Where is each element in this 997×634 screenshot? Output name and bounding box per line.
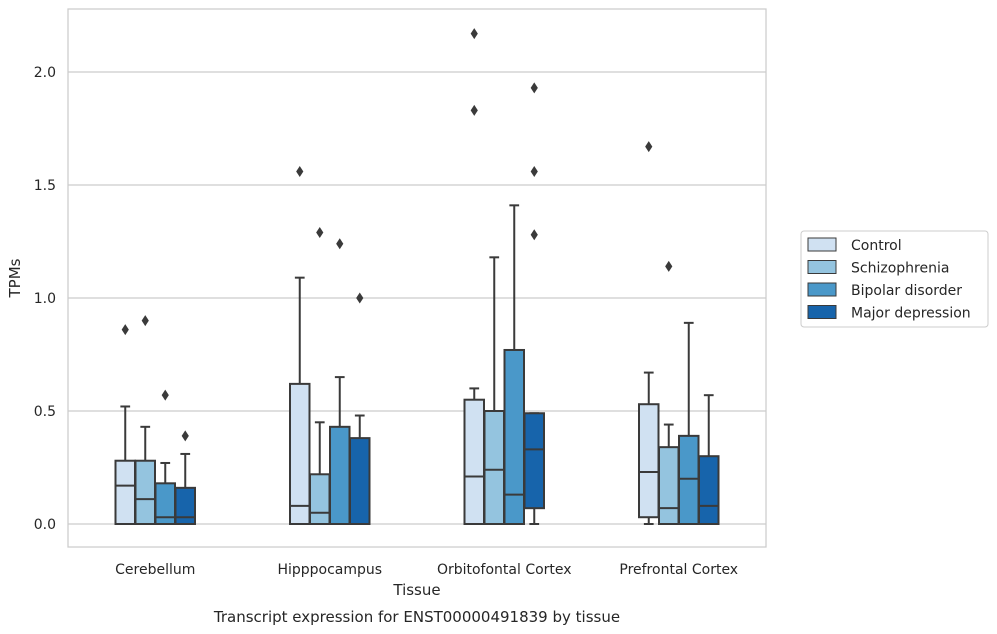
y-tick-label: 0.5 <box>34 404 56 420</box>
plot-frame <box>67 8 767 548</box>
box-body <box>289 382 311 525</box>
box-body <box>134 459 156 525</box>
outlier-marker <box>665 260 673 272</box>
y-axis-title: TPMs <box>6 258 24 298</box>
y-axis: 0.0 0.5 1.0 1.5 2.0 <box>34 65 56 533</box>
box-body <box>349 437 371 525</box>
box-control <box>289 165 311 525</box>
box-schizophrenia <box>309 226 331 525</box>
outlier-marker <box>296 165 304 177</box>
outlier-marker <box>470 28 478 40</box>
x-axis-title: Tissue <box>392 581 440 599</box>
legend-label: Major depression <box>851 306 971 322</box>
outlier-marker <box>161 389 169 401</box>
outlier-marker <box>336 238 344 250</box>
box-schizophrenia <box>483 256 505 525</box>
y-tick-label: 0.0 <box>34 517 56 533</box>
x-axis: Cerebellum Hipppocampus Orbitofontal Corte… <box>115 562 738 578</box>
box-body <box>114 459 136 525</box>
legend: Control Schizophrenia Bipolar disorder Majo… <box>800 230 989 328</box>
chart-title: Transcript expression for ENST0000049183… <box>213 608 620 626</box>
outlier-marker <box>530 165 538 177</box>
box-bipolar-disorder <box>678 321 700 525</box>
box-body <box>503 348 525 526</box>
outlier-marker <box>181 430 189 442</box>
legend-label: Bipolar disorder <box>851 283 962 299</box>
outlier-marker <box>316 226 324 238</box>
box-control <box>114 324 136 525</box>
y-tick-label: 2.0 <box>34 65 56 81</box>
box-body <box>174 486 196 525</box>
box-body <box>483 410 505 525</box>
y-tick-label: 1.5 <box>34 178 56 194</box>
box-major-depression <box>523 82 545 525</box>
outlier-marker <box>645 141 653 153</box>
outlier-marker <box>121 324 129 336</box>
outlier-marker <box>470 104 478 116</box>
box-schizophrenia <box>134 315 156 525</box>
box-schizophrenia <box>658 260 680 525</box>
box-major-depression <box>698 394 720 526</box>
box-control <box>638 141 660 525</box>
box-body <box>329 425 351 526</box>
x-tick-label: Cerebellum <box>115 562 195 578</box>
box-body <box>309 473 331 525</box>
legend-swatch <box>807 305 837 319</box>
outlier-marker <box>530 82 538 94</box>
legend-swatch <box>807 260 837 274</box>
x-tick-label: Orbitofontal Cortex <box>437 562 572 578</box>
x-tick-label: Prefrontal Cortex <box>619 562 738 578</box>
box-body <box>678 434 700 525</box>
x-tick-label: Hipppocampus <box>277 562 382 578</box>
outlier-marker <box>141 315 149 327</box>
box-control <box>463 28 485 526</box>
box-body <box>658 446 680 525</box>
outlier-marker <box>356 292 364 304</box>
box-major-depression <box>349 292 371 525</box>
box-body <box>523 412 545 510</box>
legend-label: Control <box>851 238 902 254</box>
outlier-marker <box>530 229 538 241</box>
legend-swatch <box>807 282 837 297</box>
y-tick-label: 1.0 <box>34 291 56 307</box>
box-body <box>463 398 485 526</box>
box-bipolar-disorder <box>329 238 351 526</box>
legend-frame <box>800 230 989 328</box>
box-body <box>638 403 660 519</box>
box-major-depression <box>174 430 196 525</box>
plot-area <box>114 28 720 526</box>
legend-label: Schizophrenia <box>851 261 949 277</box>
box-body <box>698 455 720 526</box>
box-bipolar-disorder <box>503 204 525 526</box>
legend-swatch <box>807 237 837 252</box>
box-bipolar-disorder <box>154 389 176 526</box>
